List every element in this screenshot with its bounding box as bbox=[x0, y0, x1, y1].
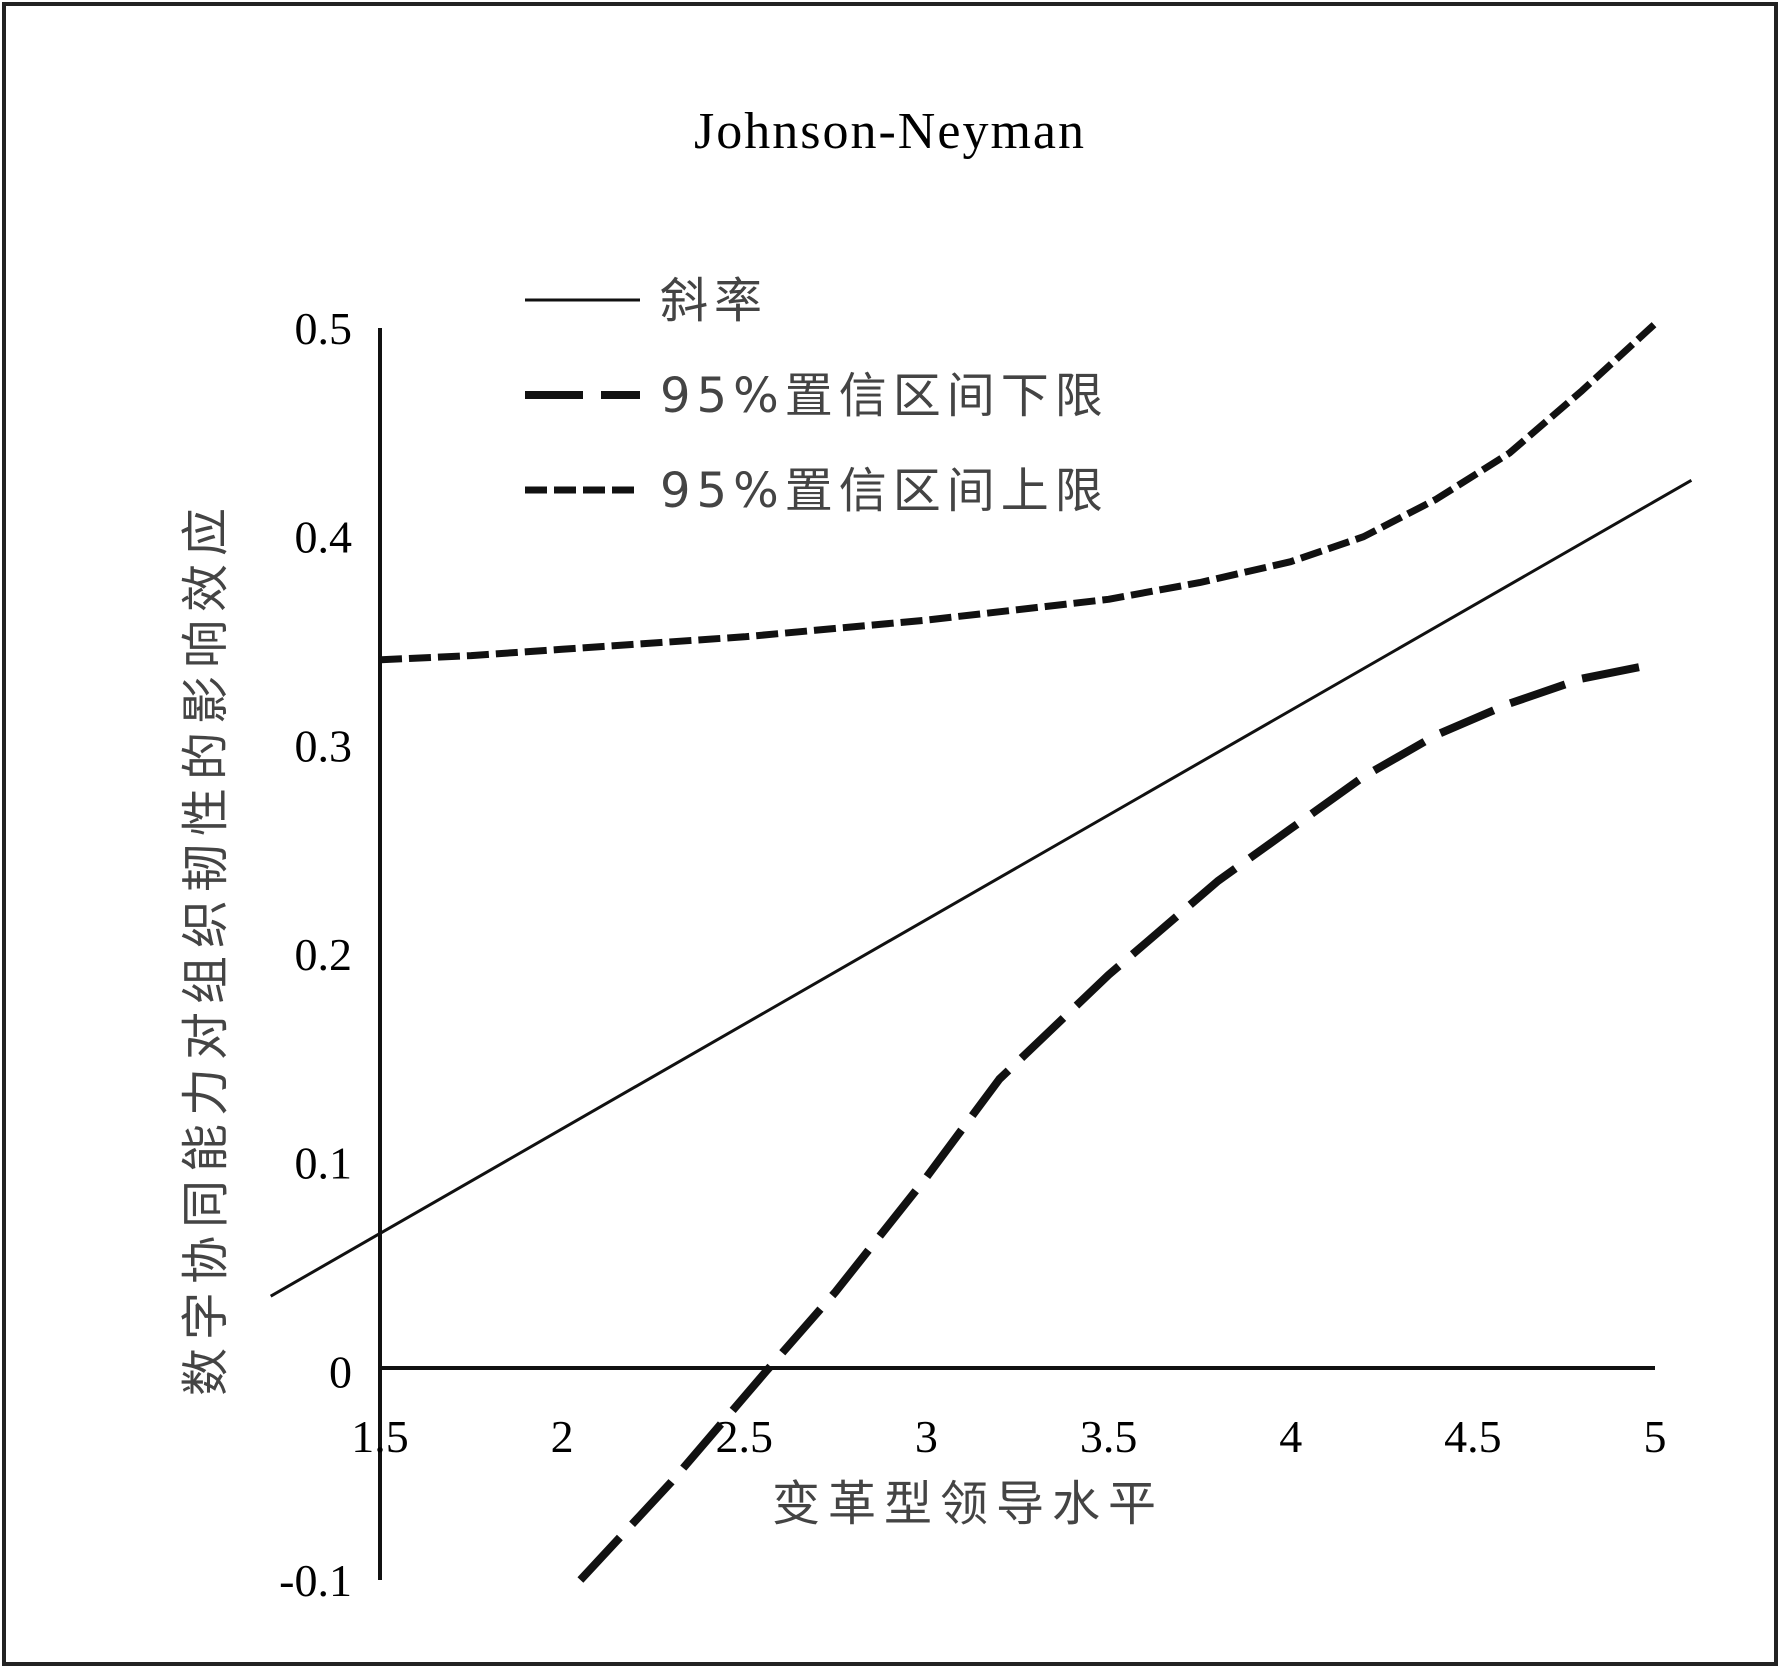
plot-area: -0.1 0 0.1 0.2 0.3 0.4 0.5 1.5 2 2.5 3 3.5 4 4.5 5 bbox=[269, 303, 1693, 1606]
y-tick-label: -0.1 bbox=[279, 1555, 352, 1606]
x-tick-labels: 1.5 2 2.5 3 3.5 4 4.5 5 bbox=[351, 1411, 1666, 1462]
y-tick-label: 0.5 bbox=[295, 303, 353, 354]
y-tick-label: 0.1 bbox=[295, 1138, 353, 1189]
series-line-2 bbox=[577, 660, 1656, 1583]
legend: 斜率 95%置信区间下限 95%置信区间上限 bbox=[525, 273, 1109, 519]
x-tick-label: 3.5 bbox=[1080, 1411, 1138, 1462]
y-tick-labels: -0.1 0 0.1 0.2 0.3 0.4 0.5 bbox=[279, 303, 352, 1606]
series-line-1 bbox=[269, 478, 1693, 1298]
x-tick-label: 2 bbox=[551, 1411, 574, 1462]
series-line-3 bbox=[379, 321, 1658, 664]
chart-title: Johnson-Neyman bbox=[694, 103, 1086, 160]
x-tick-label: 4 bbox=[1279, 1411, 1302, 1462]
legend-label-3: 95%置信区间上限 bbox=[660, 463, 1109, 519]
x-tick-label: 2.5 bbox=[716, 1411, 774, 1462]
y-tick-label: 0.3 bbox=[295, 720, 353, 771]
y-tick-label: 0.2 bbox=[295, 929, 353, 980]
x-tick-label: 1.5 bbox=[351, 1411, 409, 1462]
x-tick-label: 3 bbox=[915, 1411, 938, 1462]
x-tick-label: 4.5 bbox=[1444, 1411, 1502, 1462]
y-axis-label: 数字协同能力对组织韧性的影响效应 bbox=[178, 500, 234, 1396]
legend-label-1: 斜率 bbox=[660, 273, 768, 329]
x-axis-label: 变革型领导水平 bbox=[772, 1476, 1164, 1532]
legend-label-2: 95%置信区间下限 bbox=[660, 368, 1109, 424]
series-lines bbox=[269, 321, 1693, 1583]
x-tick-label: 5 bbox=[1644, 1411, 1667, 1462]
y-tick-label: 0 bbox=[329, 1346, 352, 1397]
y-tick-label: 0.4 bbox=[295, 512, 353, 563]
